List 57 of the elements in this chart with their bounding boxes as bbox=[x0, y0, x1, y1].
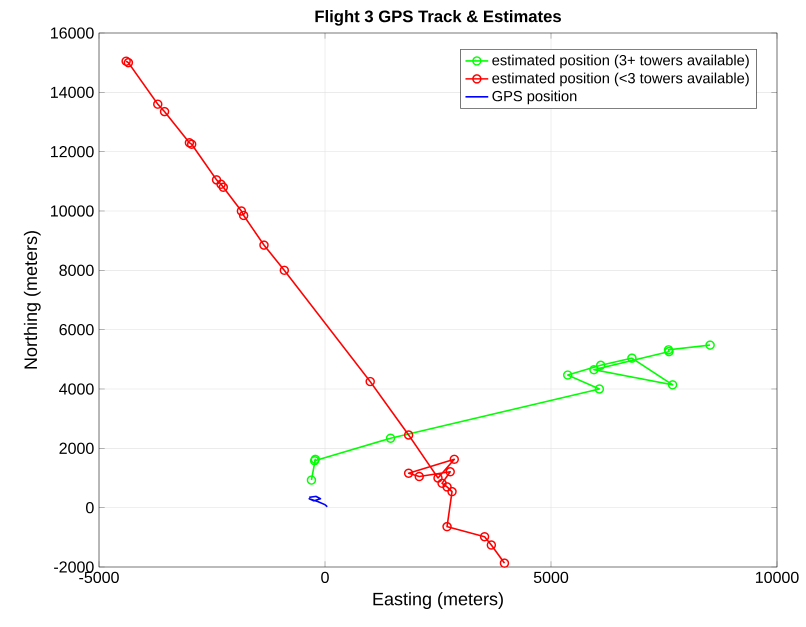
point bbox=[414, 472, 424, 482]
point bbox=[442, 482, 452, 492]
point bbox=[594, 384, 604, 394]
point bbox=[404, 430, 414, 440]
x-tick-label: -5000 bbox=[79, 572, 119, 584]
point bbox=[705, 340, 715, 350]
point bbox=[216, 180, 226, 190]
point bbox=[668, 380, 678, 390]
point bbox=[160, 106, 170, 116]
y-tick-label: 10000 bbox=[51, 205, 94, 217]
y-tick-label: 6000 bbox=[60, 324, 94, 336]
x-tick-label: 5000 bbox=[534, 572, 568, 584]
y-tick-label: 2000 bbox=[59, 442, 94, 454]
point bbox=[445, 467, 455, 476]
y-tick-label: 8000 bbox=[59, 264, 94, 276]
point bbox=[184, 138, 194, 148]
legend-label: estimated position (3+ towers available) bbox=[492, 54, 749, 68]
y-tick-label: -2000 bbox=[54, 561, 94, 573]
point bbox=[442, 522, 452, 532]
point bbox=[218, 182, 228, 192]
y-tick-label: 0 bbox=[86, 502, 94, 514]
point bbox=[480, 532, 490, 542]
legend-label: GPS position bbox=[492, 90, 576, 104]
point bbox=[404, 468, 414, 478]
y-tick-label: 4000 bbox=[59, 383, 94, 395]
point bbox=[121, 56, 131, 66]
point bbox=[238, 210, 248, 220]
point bbox=[306, 475, 316, 485]
x-tick-label: 10000 bbox=[756, 572, 799, 584]
y-tick-label: 16000 bbox=[51, 27, 94, 39]
x-axis-title: Easting (meters) bbox=[373, 592, 503, 609]
line-series bbox=[308, 496, 328, 508]
point bbox=[447, 486, 457, 496]
point bbox=[627, 353, 637, 363]
point bbox=[236, 206, 246, 216]
point bbox=[589, 364, 599, 374]
y-tick-label: 12000 bbox=[51, 146, 94, 158]
point bbox=[153, 99, 162, 109]
point bbox=[280, 266, 290, 276]
point bbox=[259, 240, 269, 250]
point bbox=[437, 478, 447, 488]
point bbox=[386, 434, 396, 443]
point bbox=[365, 376, 375, 386]
point bbox=[450, 454, 460, 464]
point bbox=[186, 140, 196, 149]
point bbox=[596, 360, 606, 370]
point bbox=[124, 58, 134, 68]
y-tick-label: 14000 bbox=[51, 86, 94, 98]
point bbox=[486, 540, 496, 550]
point bbox=[212, 175, 222, 185]
point bbox=[562, 370, 572, 380]
x-tick-label: 0 bbox=[321, 572, 329, 584]
point bbox=[500, 558, 510, 568]
y-axis-title: Northing (meters) bbox=[24, 231, 41, 369]
chart-title: Flight 3 GPS Track & Estimates bbox=[315, 10, 561, 26]
point bbox=[433, 473, 443, 483]
legend-label: estimated position (<3 towers available) bbox=[492, 72, 749, 86]
